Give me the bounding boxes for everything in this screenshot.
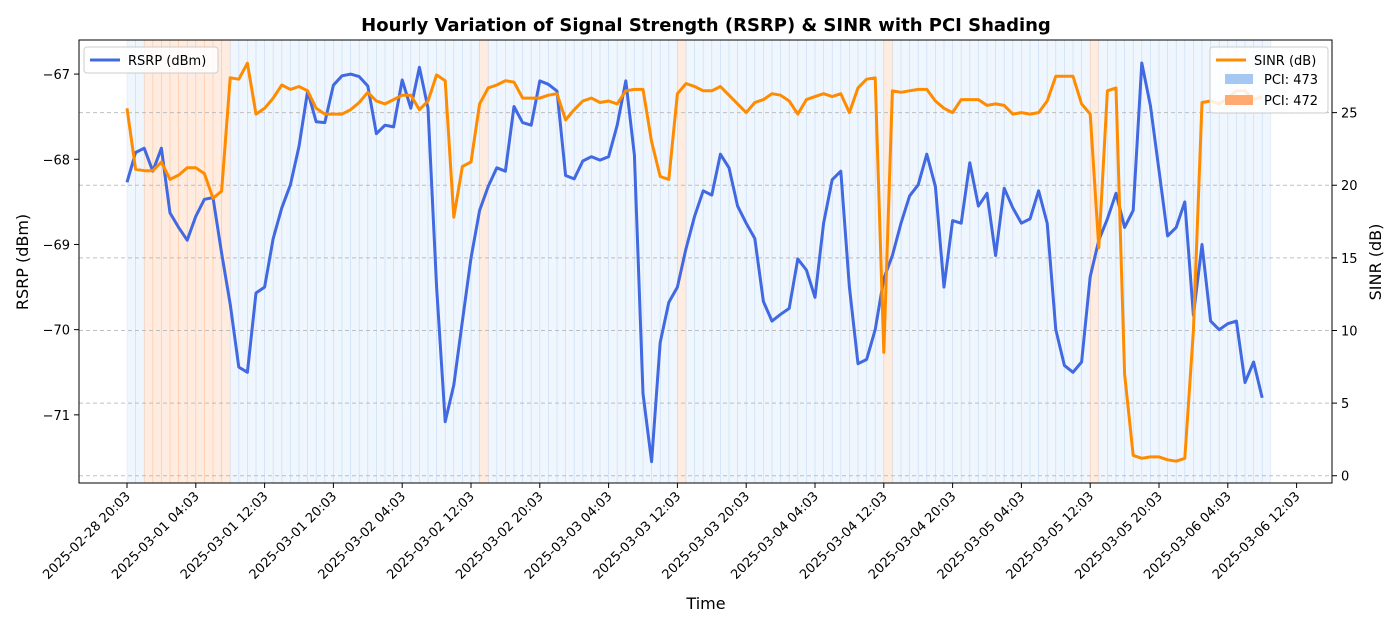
pci-472-band xyxy=(195,39,205,484)
pci-473-band xyxy=(1158,39,1168,484)
x-axis-label: Time xyxy=(685,594,725,613)
pci-473-band xyxy=(539,39,549,484)
pci-473-band xyxy=(315,39,326,484)
pci-473-band xyxy=(126,39,136,484)
pci-473-band xyxy=(1064,39,1074,484)
pci-473-band xyxy=(960,39,971,484)
pci-473-band xyxy=(823,39,833,484)
pci-473-band xyxy=(763,39,773,484)
pci-473-band xyxy=(728,39,738,484)
pci-473-band xyxy=(694,39,704,484)
pci-473-band xyxy=(272,39,283,484)
pci-473-band xyxy=(255,39,265,484)
y-right-tick-label: 25 xyxy=(1341,107,1358,122)
pci-473-band xyxy=(290,39,300,484)
legend-sinr-label: SINR (dB) xyxy=(1254,54,1316,69)
y-left-tick-label: −68 xyxy=(43,153,70,168)
pci-473-band xyxy=(720,39,730,484)
y-left-tick-label: −71 xyxy=(43,409,70,424)
pci-473-band xyxy=(599,39,609,484)
pci-473-band xyxy=(591,39,601,484)
pci-473-band xyxy=(659,39,670,484)
chart-title: Hourly Variation of Signal Strength (RSR… xyxy=(361,15,1051,36)
pci-473-band xyxy=(1029,39,1039,484)
pci-473-band xyxy=(135,39,145,484)
pci-472-band xyxy=(152,39,162,484)
pci-473-band xyxy=(969,39,979,484)
y-right-tick-label: 5 xyxy=(1341,397,1349,412)
pci-473-band xyxy=(1175,39,1186,484)
pci-473-band xyxy=(831,39,842,484)
pci-473-band xyxy=(384,39,394,484)
legend-pci-473-label: PCI: 473 xyxy=(1264,73,1318,88)
legend-pci-472-swatch xyxy=(1225,95,1253,105)
pci-472-band xyxy=(212,39,222,484)
pci-473-band xyxy=(608,39,618,484)
pci-473-band xyxy=(341,39,351,484)
y-left-tick-label: −70 xyxy=(43,324,70,339)
pci-473-band xyxy=(453,39,463,484)
pci-473-band xyxy=(281,39,291,484)
pci-473-band xyxy=(892,39,902,484)
rsrp-line xyxy=(125,61,1264,464)
y-right-tick-label: 10 xyxy=(1341,324,1358,339)
pci-472-band xyxy=(178,39,188,484)
pci-473-band xyxy=(900,39,910,484)
pci-473-band xyxy=(229,39,240,484)
pci-473-band xyxy=(702,39,713,484)
pci-473-band xyxy=(487,39,498,484)
y-right-tick-label: 0 xyxy=(1341,470,1349,485)
pci-473-band xyxy=(978,39,988,484)
pci-473-band xyxy=(582,39,592,484)
pci-473-band xyxy=(917,39,928,484)
legend-pci-473-swatch xyxy=(1225,74,1253,84)
pci-473-band xyxy=(771,39,781,484)
pci-473-band xyxy=(522,39,532,484)
pci-473-band xyxy=(358,39,369,484)
y-axis-left-label: RSRP (dBm) xyxy=(13,214,32,310)
legend-rsrp: RSRP (dBm) xyxy=(83,46,219,74)
pci-473-band xyxy=(711,39,721,484)
pci-473-band xyxy=(685,39,695,484)
sinr-line xyxy=(125,61,1263,463)
pci-473-band xyxy=(238,39,248,484)
y-left-tick-label: −67 xyxy=(43,68,70,83)
pci-473-band xyxy=(376,39,386,484)
legend-left-box xyxy=(83,46,219,74)
legend-rsrp-label: RSRP (dBm) xyxy=(128,54,206,69)
pci-473-band xyxy=(1012,39,1022,484)
pci-473-band xyxy=(857,39,867,484)
pci-473-band xyxy=(1021,39,1031,484)
pci-473-band xyxy=(1055,39,1065,484)
pci-473-band xyxy=(1072,39,1082,484)
pci-473-band xyxy=(926,39,936,484)
pci-473-band xyxy=(496,39,506,484)
pci-472-band xyxy=(161,39,171,484)
pci-472-band xyxy=(186,39,197,484)
pci-472-band xyxy=(169,39,179,484)
pci-473-band xyxy=(806,39,816,484)
y-axis-right-label: SINR (dB) xyxy=(1366,224,1385,301)
pci-472-band xyxy=(143,39,154,484)
pci-473-band xyxy=(548,39,558,484)
pci-473-band xyxy=(909,39,919,484)
series-layer xyxy=(125,61,1264,464)
plot-frame xyxy=(78,39,1333,484)
pci-473-band xyxy=(333,39,343,484)
pci-473-band xyxy=(780,39,790,484)
y-right-tick-label: 20 xyxy=(1341,179,1358,194)
y-left-tick-label: −69 xyxy=(43,238,70,253)
pci-472-band xyxy=(204,39,214,484)
pci-shading-layer xyxy=(126,39,1272,484)
y-right-tick-label: 15 xyxy=(1341,252,1358,267)
pci-473-band xyxy=(1167,39,1177,484)
pci-473-band xyxy=(565,39,575,484)
pci-473-band xyxy=(1107,39,1117,484)
legend-sinr-pci: SINR (dB) PCI: 473 PCI: 472 xyxy=(1209,46,1329,114)
legend-pci-472-label: PCI: 472 xyxy=(1264,94,1318,109)
pci-473-band xyxy=(866,39,876,484)
pci-472-band xyxy=(479,39,489,484)
